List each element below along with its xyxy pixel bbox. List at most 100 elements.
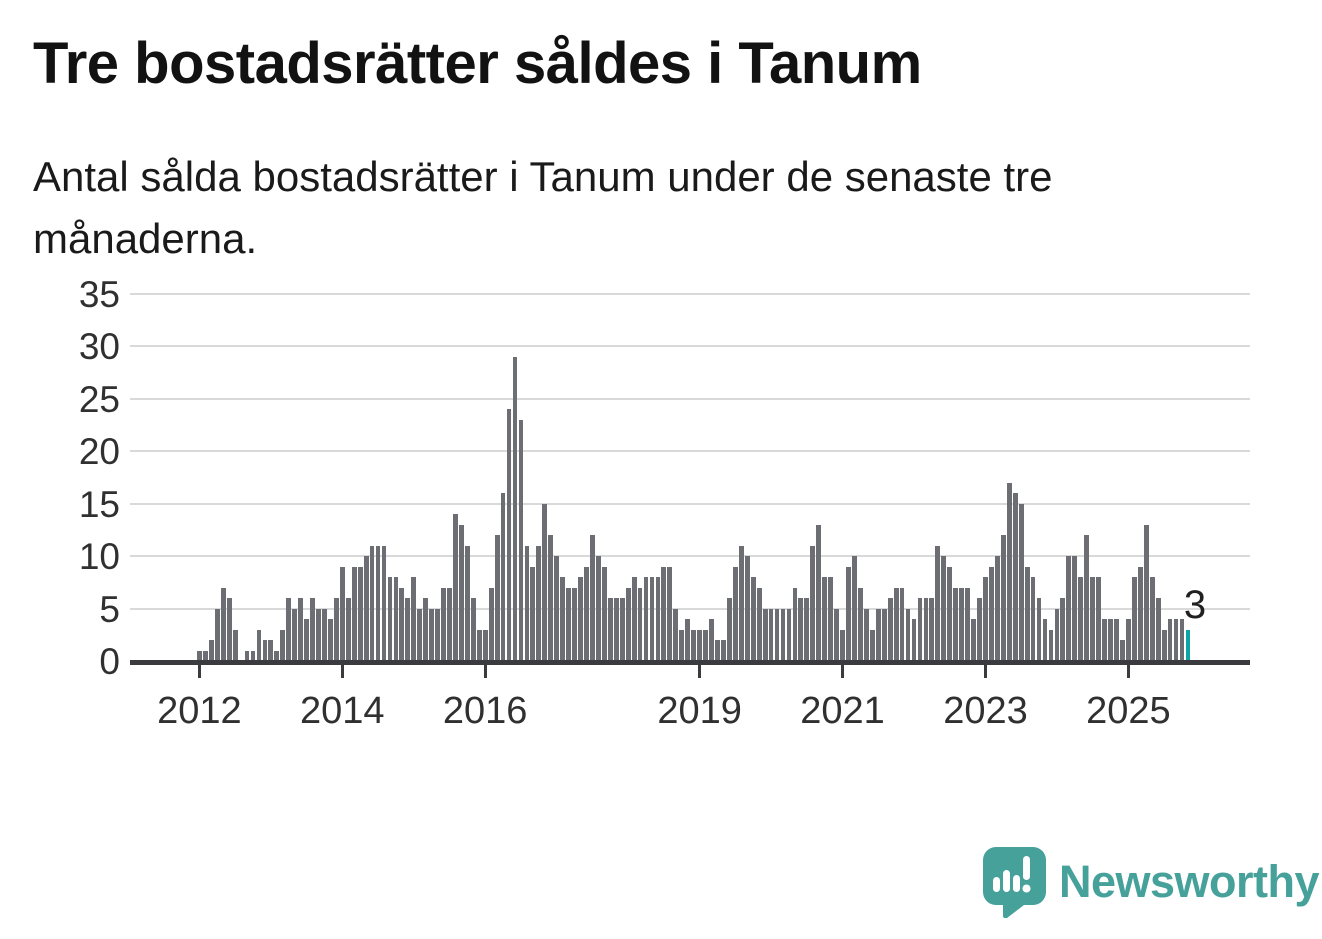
bar-month (905, 608, 911, 661)
y-axis-label-10: 10 (78, 536, 120, 578)
bar-month (572, 587, 577, 661)
bar-month (869, 629, 875, 661)
bar-month (322, 608, 327, 661)
bar-month (875, 608, 881, 661)
bar-month (1036, 598, 1042, 661)
gridline-y-30 (130, 345, 1250, 348)
bar-month (1012, 493, 1018, 661)
bar-month (518, 419, 524, 661)
bar-month (1024, 566, 1030, 661)
bar-month (268, 640, 274, 661)
bar-month (298, 598, 304, 661)
bar-month (1125, 619, 1131, 661)
bar-month (643, 577, 649, 661)
bar-month (214, 608, 220, 661)
bar-month (1072, 556, 1078, 661)
bar-month (512, 356, 518, 661)
bar-month (429, 608, 435, 661)
bar-month (810, 545, 816, 661)
bar-month (899, 587, 905, 661)
bar-month (1149, 577, 1155, 661)
y-axis-label-20: 20 (78, 431, 120, 473)
gridline-y-35 (130, 292, 1250, 295)
y-axis-label-25: 25 (78, 378, 120, 420)
bar-month (274, 650, 280, 661)
bar-month (804, 598, 810, 661)
bar-month (727, 598, 732, 661)
bar-month (852, 556, 857, 661)
bar-month (822, 577, 828, 661)
bar-month (381, 545, 387, 661)
bar-month (554, 556, 560, 661)
bar-month (655, 577, 661, 661)
newsworthy-logo-icon (983, 847, 1046, 918)
bar-month (1108, 619, 1113, 661)
bar-month (625, 587, 631, 661)
x-axis-label-2012: 2012 (157, 690, 242, 732)
bar-month (1084, 535, 1090, 661)
bar-month (762, 608, 768, 661)
bar-month (447, 587, 452, 661)
bar-month (435, 608, 440, 661)
bar-month (691, 629, 697, 661)
bar-month (399, 587, 405, 661)
bar-month (524, 545, 530, 661)
bar-month (548, 535, 554, 661)
x-axis-label-2014: 2014 (300, 690, 385, 732)
x-axis-label-2025: 2025 (1086, 690, 1171, 732)
bar-month (780, 608, 786, 661)
bar-month (715, 640, 720, 661)
bar-month (661, 566, 667, 661)
x-axis-label-2023: 2023 (943, 690, 1028, 732)
bar-month (786, 608, 792, 661)
bar-month (1161, 629, 1167, 661)
bar-month (202, 650, 208, 661)
bar-month (703, 629, 708, 661)
bar-month (1078, 577, 1084, 661)
bar-month (673, 608, 679, 661)
bar-month (959, 587, 965, 661)
bar-month (1179, 619, 1185, 661)
bar-month (953, 587, 959, 661)
bar-month (304, 619, 309, 661)
bar-month (1155, 598, 1161, 661)
x-tick-2023 (984, 665, 987, 678)
bar-month (369, 545, 375, 661)
bar-month (441, 587, 446, 661)
bar-month (1018, 503, 1024, 661)
bar-month (971, 619, 976, 661)
bar-month (619, 598, 625, 661)
gridline-y-25 (130, 397, 1250, 400)
bar-month (768, 608, 774, 661)
bar-month (1054, 608, 1060, 661)
bar-month (464, 545, 470, 661)
bar-month (1066, 556, 1072, 661)
bar-month (709, 619, 714, 661)
bar-month (834, 608, 839, 661)
bar-month (197, 650, 202, 661)
bar-month (286, 598, 292, 661)
bar-month (738, 545, 744, 661)
newsworthy-wordmark: Newsworthy (1059, 856, 1320, 907)
x-tick-2012 (197, 665, 201, 678)
y-axis-label-0: 0 (99, 641, 120, 682)
bar-month (846, 566, 851, 661)
bar-month (911, 619, 917, 661)
bar-month (459, 524, 464, 661)
x-axis-label-2021: 2021 (800, 690, 885, 732)
bar-month (584, 566, 589, 661)
bar-month (488, 587, 494, 661)
bar-month (328, 619, 333, 661)
bar-month (292, 608, 298, 661)
bar-month (423, 598, 429, 661)
bar-month (476, 629, 482, 661)
bar-month (679, 629, 685, 661)
bar-month (393, 577, 399, 661)
bar-month (750, 577, 756, 661)
bar-month (840, 629, 845, 661)
gridline-y-5 (130, 607, 1250, 610)
bar-month (649, 577, 655, 661)
bar-month (220, 587, 226, 661)
bar-month (756, 587, 762, 661)
bar-month (1090, 577, 1096, 661)
